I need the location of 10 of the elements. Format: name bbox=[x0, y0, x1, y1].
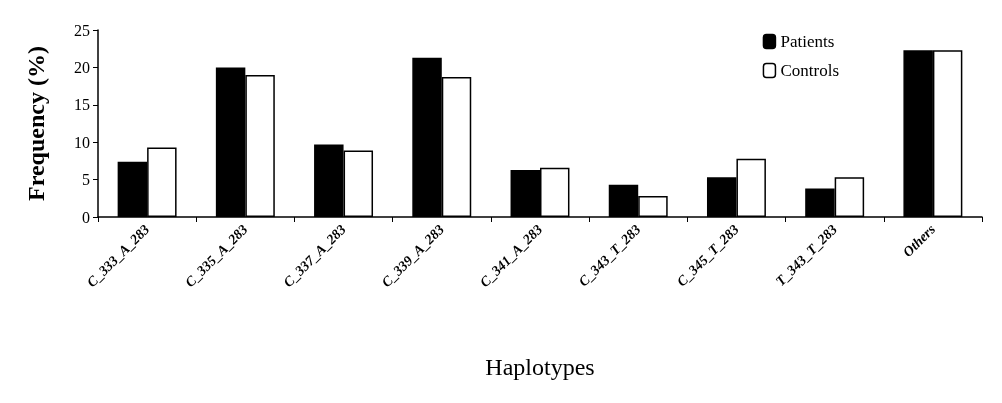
legend-label: Patients bbox=[780, 32, 835, 51]
y-tick-label: 20 bbox=[74, 58, 90, 76]
y-tick-label: 0 bbox=[82, 208, 90, 226]
legend-label: Controls bbox=[780, 61, 839, 80]
x-axis-title: Haplotypes bbox=[485, 354, 595, 380]
y-tick-label: 15 bbox=[74, 96, 90, 114]
y-tick-label: 10 bbox=[74, 133, 90, 151]
y-tick-label: 5 bbox=[82, 171, 90, 189]
y-axis-title: Frequency (%) bbox=[23, 46, 49, 201]
y-tick-label: 25 bbox=[74, 21, 90, 39]
